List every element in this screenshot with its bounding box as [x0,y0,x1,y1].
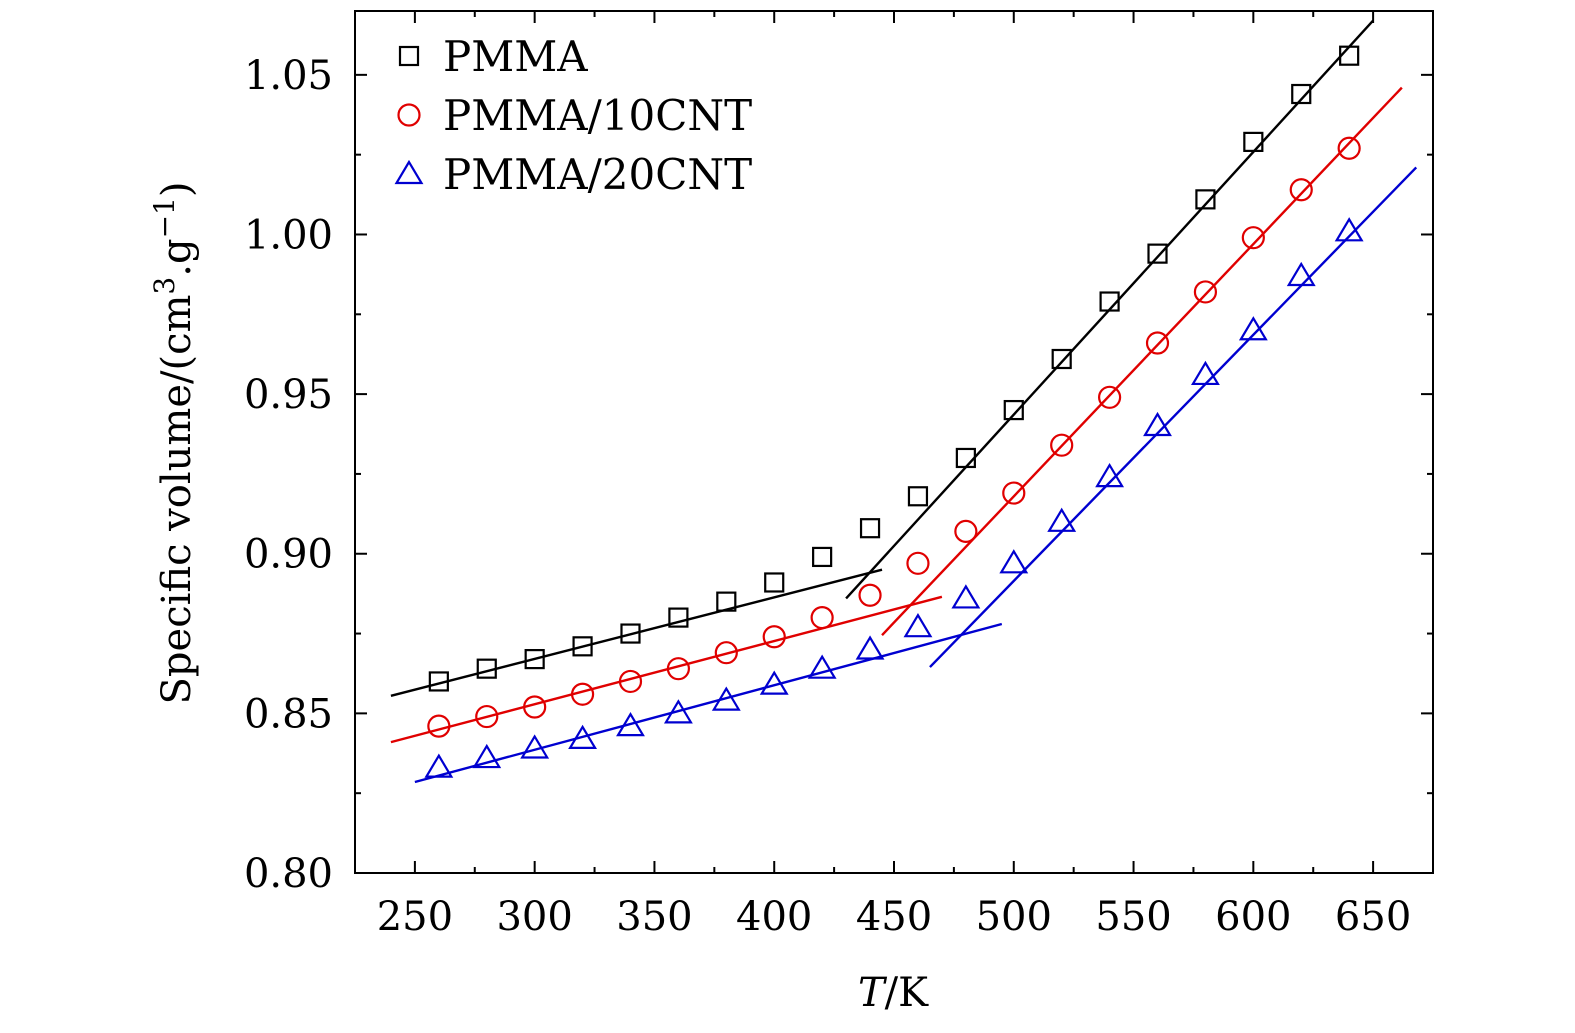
data-point-pmma [1147,243,1168,264]
data-point-pmma-10cnt [427,714,451,738]
x-tick-label: 450 [856,894,932,940]
legend-symbol-pmma [398,45,420,67]
data-point-pmma-20cnt [999,549,1029,574]
data-point-pmma-10cnt [666,657,691,681]
data-point-pmma-10cnt [1097,385,1122,409]
data-point-pmma-20cnt [616,711,645,737]
x-tick-label: 500 [976,894,1052,940]
y-axis-title: Specific volume/(cm3.g−1) [148,182,201,705]
data-point-pmma-20cnt [807,654,837,679]
data-point-pmma-10cnt [475,704,499,729]
legend-symbols [394,45,424,185]
data-point-pmma-20cnt [663,699,693,724]
data-point-pmma [428,671,449,692]
data-point-pmma [1099,291,1120,312]
data-point-pmma [1051,348,1072,370]
data-point-pmma [572,636,593,657]
data-point-pmma-10cnt [523,695,547,719]
data-point-pmma [476,658,497,679]
tick-labels: 250 300 350 400 450 500 550 600 650 0.80 0.85 0.90 0… [244,53,1411,940]
x-tick-label: 300 [496,894,572,940]
x-tick-label: 550 [1095,894,1171,940]
data-point-pmma-20cnt [1286,261,1316,287]
y-tick-label: 0.90 [244,532,333,578]
data-point-pmma-20cnt [951,584,981,609]
data-point-pmma [620,623,641,644]
data-point-pmma-10cnt [1145,331,1170,355]
axis-ticks [354,11,1434,874]
data-point-pmma-10cnt [1193,280,1218,304]
legend-label-pmma-20cnt: PMMA/20CNT [443,150,752,199]
data-point-pmma [524,648,545,670]
data-point-pmma-20cnt [1334,217,1364,242]
data-point-pmma [812,546,833,568]
plot-frame [354,10,1434,874]
legend: PMMA PMMA/10CNT PMMA/20CNT [394,32,752,199]
data-point-pmma [955,447,976,469]
data-point-pmma-20cnt [568,724,598,750]
data-point-pmma-10cnt [618,669,643,694]
y-tick-label: 0.95 [244,372,333,418]
fit-line-pmma-20cnt [929,166,1418,668]
data-point-pmma-20cnt [424,753,454,778]
data-point-pmma [1243,131,1264,152]
data-point-pmma-10cnt [570,682,595,706]
x-tick-label: 250 [377,894,453,940]
fit-line-pmma-10cnt [390,595,943,744]
data-point-pmma-20cnt [1238,316,1268,341]
fit-line-pmma-20cnt [414,622,1003,784]
y-tick-label: 0.80 [244,851,333,897]
data-point-pmma-10cnt [1289,178,1313,202]
data-point-pmma-20cnt [711,686,741,711]
data-point-pmma-20cnt [1143,411,1172,437]
legend-symbol-pmma-10cnt [397,103,421,127]
x-tick-label: 600 [1215,894,1291,940]
data-point-pmma-20cnt [472,743,502,769]
fit-lines [390,19,1418,784]
data-point-pmma-20cnt [1095,462,1125,488]
data-point-pmma-10cnt [954,519,978,543]
data-point-pmma [1291,83,1312,105]
data-point-pmma [668,607,689,628]
legend-label-pmma: PMMA [443,32,588,81]
data-point-pmma-10cnt [810,605,834,630]
data-point-pmma-20cnt [1047,507,1077,532]
data-point-pmma [1003,399,1024,421]
plot-frame-rect [354,10,1434,874]
y-tick-label: 1.05 [244,53,333,99]
data-point-pmma-20cnt [903,613,933,638]
data-point-pmma-20cnt [759,670,789,695]
data-point-pmma-10cnt [1241,226,1265,250]
data-point-pmma [716,591,737,612]
x-tick-label: 350 [616,894,692,940]
data-point-pmma [1195,189,1216,210]
legend-label-pmma-10cnt: PMMA/10CNT [443,91,752,140]
x-axis-title: T/K [858,970,929,1016]
x-tick-label: 400 [736,894,812,940]
data-point-pmma-10cnt [762,625,786,649]
data-point-pmma-20cnt [855,635,885,660]
data-point-pmma-10cnt [906,551,930,575]
data-point-pmma [1339,45,1360,66]
data-point-pmma-10cnt [714,641,738,665]
data-point-pmma-10cnt [1337,136,1361,160]
legend-symbol-pmma-20cnt [394,159,424,185]
data-point-pmma-10cnt [858,583,882,607]
data-point-pmma-10cnt [1002,481,1026,505]
data-markers [424,45,1364,778]
fit-line-pmma [390,568,883,697]
data-point-pmma-20cnt [520,734,550,759]
y-tick-label: 0.85 [244,691,333,737]
x-tick-label: 650 [1335,894,1411,940]
y-tick-label: 1.00 [244,212,333,258]
data-point-pmma [859,518,881,539]
data-point-pmma-20cnt [1190,360,1220,386]
data-point-pmma [907,486,929,507]
data-point-pmma [764,572,785,593]
fit-line-pmma-10cnt [881,86,1403,636]
data-point-pmma-10cnt [1050,433,1074,457]
